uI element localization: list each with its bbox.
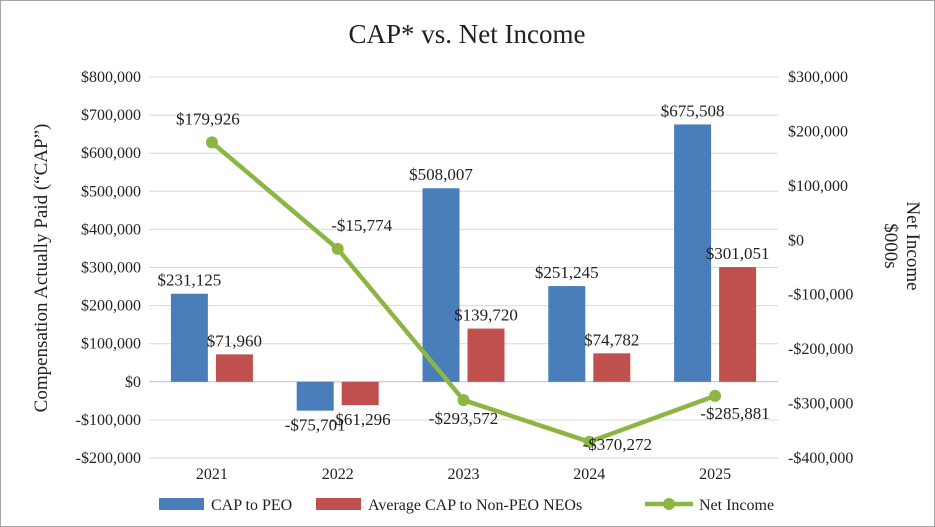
data-label-cap-to-peo: $508,007 [409, 165, 473, 184]
x-tick-label: 2025 [699, 466, 731, 483]
y-tick-label: $400,000 [81, 221, 141, 238]
data-label-avg-cap-non-peo: $74,782 [584, 330, 639, 349]
net-income-point [583, 435, 596, 448]
data-label-avg-cap-non-peo: $139,720 [454, 306, 518, 325]
data-label-net-income: -$370,272 [583, 435, 652, 454]
net-income-point [205, 136, 218, 149]
bar-cap-to-peo [422, 188, 460, 382]
bar-avg-cap-non-peo [719, 267, 757, 382]
legend-marker [663, 498, 675, 510]
bar-cap-to-peo [296, 381, 334, 411]
y2-tick-label: -$100,000 [788, 287, 853, 304]
data-label-cap-to-peo: $251,245 [535, 263, 599, 282]
data-label-net-income: -$15,774 [331, 216, 392, 235]
bar-avg-cap-non-peo [215, 354, 253, 382]
bar-cap-to-peo [674, 124, 712, 382]
y-tick-label: $200,000 [81, 298, 141, 315]
bar-cap-to-peo [548, 286, 586, 382]
data-labels: $231,125 -$75,701 $508,007 $251,245 $675,508… [158, 101, 770, 453]
chart-title: CAP* vs. Net Income [349, 19, 586, 49]
x-tick-label: 2024 [573, 466, 605, 483]
y-tick-label: $600,000 [81, 145, 141, 162]
left-axis-ticks: $800,000 $700,000 $600,000 $500,000 $400,000… [76, 69, 141, 467]
y-tick-label: -$200,000 [76, 450, 141, 467]
data-label-cap-to-peo: -$75,701 [285, 416, 346, 435]
y2-tick-label: $100,000 [788, 178, 848, 195]
bars [170, 124, 757, 411]
x-axis-ticks: 2021 2022 2023 2024 2025 [196, 466, 731, 483]
y-tick-label: $100,000 [81, 336, 141, 353]
y2-tick-label: -$400,000 [788, 450, 853, 467]
gridlines [149, 76, 778, 459]
net-income-line [205, 136, 722, 448]
legend: CAP to PEO Average CAP to Non-PEO NEOs Net… [159, 497, 774, 514]
bar-avg-cap-non-peo [467, 328, 505, 382]
x-tick-label: 2023 [448, 466, 480, 483]
y2-tick-label: -$200,000 [788, 341, 853, 358]
bar-avg-cap-non-peo [341, 381, 379, 406]
net-income-point [709, 389, 722, 402]
legend-swatch [316, 498, 361, 510]
y-tick-label: $700,000 [81, 107, 141, 124]
data-label-avg-cap-non-peo: -$61,296 [330, 410, 391, 429]
x-tick-label: 2021 [196, 466, 228, 483]
y-tick-label: $500,000 [81, 183, 141, 200]
y-axis-title: Compensation Actually Paid (“CAP”) [31, 124, 52, 413]
y2-tick-label: $0 [788, 232, 804, 249]
legend-label: CAP to PEO [211, 497, 292, 514]
data-label-cap-to-peo: $231,125 [158, 271, 222, 290]
data-label-avg-cap-non-peo: $301,051 [706, 244, 770, 263]
y2-tick-label: $300,000 [788, 69, 848, 86]
right-axis-ticks: $300,000 $200,000 $100,000 $0 -$100,000 -$200… [788, 69, 853, 467]
bar-avg-cap-non-peo [593, 353, 631, 382]
data-label-cap-to-peo: $675,508 [661, 101, 725, 120]
data-label-net-income: -$293,572 [429, 409, 498, 428]
bar-cap-to-peo [170, 293, 208, 382]
y-tick-label: -$100,000 [76, 412, 141, 429]
y2-tick-label: $200,000 [788, 123, 848, 140]
net-income-point [331, 242, 344, 255]
y-tick-label: $800,000 [81, 69, 141, 86]
legend-swatch [159, 498, 204, 510]
x-tick-label: 2022 [322, 466, 354, 483]
data-label-net-income: $179,926 [176, 109, 240, 128]
y-tick-label: $0 [125, 374, 141, 391]
y2-axis-title-line1: Net Income [902, 201, 923, 290]
y2-axis-title-line2: $000s [880, 223, 901, 268]
legend-label: Net Income [699, 497, 774, 514]
legend-label: Average CAP to Non-PEO NEOs [368, 497, 582, 514]
data-label-net-income: -$285,881 [700, 404, 769, 423]
y-tick-label: $300,000 [81, 260, 141, 277]
y2-tick-label: -$300,000 [788, 396, 853, 413]
data-label-avg-cap-non-peo: $71,960 [207, 331, 262, 350]
net-income-point [457, 394, 470, 407]
